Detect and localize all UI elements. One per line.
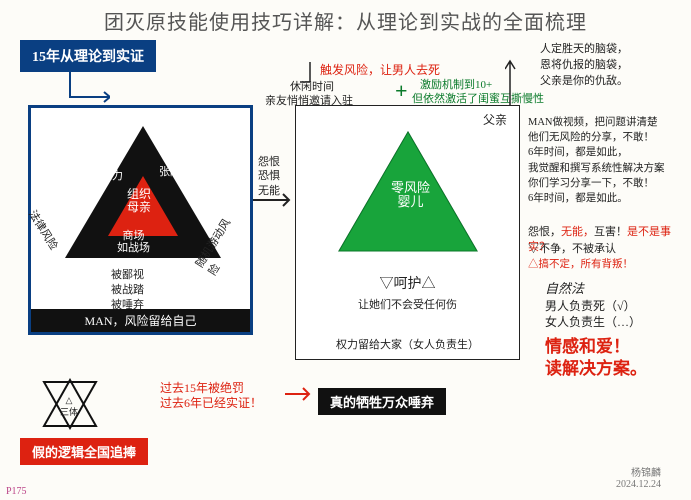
left-tri-center: 组织 母亲 xyxy=(127,188,151,214)
trigger-risk-text: 触发风险，让男人去死 xyxy=(320,62,440,78)
hexagram-icon: △ 三体 xyxy=(40,378,100,430)
left-caption: MAN，风险留给自己 xyxy=(31,309,250,332)
poem: 人定胜天的脑袋， 恩将仇报的脑袋， 父亲是你的仇敌。 xyxy=(540,42,628,90)
rc-p2c: 互害！ xyxy=(594,226,627,238)
rc-f: 女人负责生（…） xyxy=(545,314,641,330)
rc-law: 自然法 xyxy=(545,280,584,298)
right-below2: 让她们不会受任何伤 xyxy=(296,298,519,313)
arrow-down-into-left xyxy=(300,62,320,106)
incentive-text: 激励机制到10+ xyxy=(420,78,492,93)
page-number: P175 xyxy=(6,486,27,497)
rc-p4: △搞不定，所有背叛！ xyxy=(528,258,633,272)
mid-line-2: 过去6年已经实证！ xyxy=(160,395,262,411)
rc-p2a: 怨恨， xyxy=(528,226,561,238)
arrow-right-up xyxy=(505,55,535,105)
rc-p3: ▽不争，不被承认 xyxy=(528,242,616,257)
left-below: 被鄙视 被战踏 被唾弃 xyxy=(111,268,144,313)
left-tri-bottom: 商场 如战场 xyxy=(117,230,150,254)
page-title: 团灭原技能使用技巧详解：从理论到实战的全面梳理 xyxy=(0,6,691,35)
right-tri-center: 零风险 婴儿 xyxy=(391,181,430,210)
mid-line-1: 过去15年被绝罚 xyxy=(160,380,244,396)
left-tri-t1: 丛林 洪荒之力 xyxy=(79,158,123,182)
dark-banner: 真的牺牲万众唾弃 xyxy=(318,388,446,415)
right-caption: 权力留给大家（女人负责生） xyxy=(296,338,519,353)
right-panel: 父亲 零风险 婴儿 ▽呵护△ 让她们不会受任何伤 权力留给大家（女人负责生） xyxy=(295,105,520,360)
hex-label: △ 三体 xyxy=(60,394,78,418)
arrow-mid-right xyxy=(285,385,315,403)
left-panel: 丛林 洪荒之力 张献忠 组织 母亲 商场 如战场 法律风险 随机游动风险 被鄙视… xyxy=(28,105,253,335)
rc-m: 男人负责死（√） xyxy=(545,298,636,314)
rc-emph2: 读解决方案。 xyxy=(545,358,647,380)
right-top: 父亲 xyxy=(483,112,507,128)
plus-icon: + xyxy=(395,78,408,104)
rc-p2b: 无能， xyxy=(561,226,594,238)
red-banner: 假的逻辑全国追捧 xyxy=(20,438,148,465)
left-mid-l: 怨恨 恐惧 无能 xyxy=(258,155,280,198)
rc-p1: MAN做视频，把问题讲清楚 他们无风险的分享，不敢！ 6年时间，都是如此， 我觉… xyxy=(528,115,665,206)
signature: 杨锦麟 2024.12.24 xyxy=(616,464,661,490)
rc-emph1: 情感和爱！ xyxy=(545,336,630,358)
right-below1: ▽呵护△ xyxy=(296,276,519,295)
left-tri-t2: 张献忠 xyxy=(159,166,192,178)
